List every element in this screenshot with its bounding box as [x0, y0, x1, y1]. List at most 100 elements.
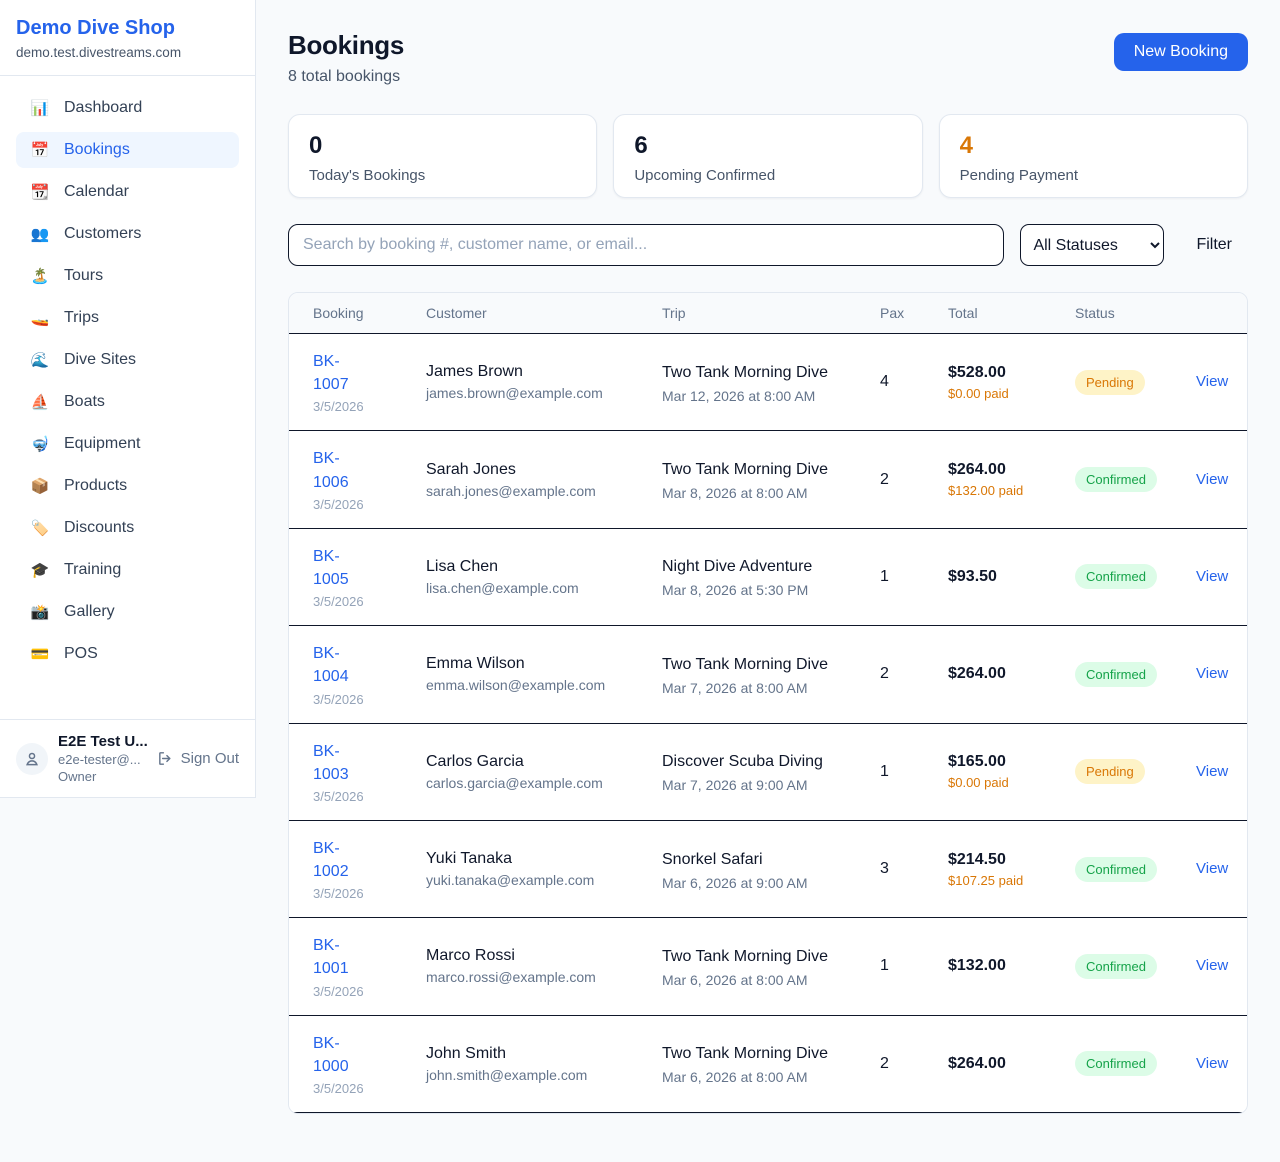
sidebar-item-customers[interactable]: 👥 Customers [16, 216, 239, 252]
customer-email: yuki.tanaka@example.com [426, 872, 595, 889]
sidebar-item-discounts[interactable]: 🏷️ Discounts [16, 510, 239, 546]
stat-value: 0 [309, 132, 323, 159]
avatar [16, 742, 48, 775]
trip-datetime: Mar 8, 2026 at 5:30 PM [662, 582, 809, 599]
customer-email: james.brown@example.com [426, 385, 603, 402]
pax-count: 1 [880, 528, 948, 627]
sidebar-item-products[interactable]: 📦 Products [16, 468, 239, 504]
sidebar-item-icon: 📆 [30, 184, 50, 201]
view-link[interactable]: View [1196, 470, 1229, 488]
sign-out-icon [158, 752, 171, 765]
total-amount: $528.00 [948, 363, 1006, 381]
page-heading-group: Bookings 8 total bookings [288, 30, 404, 86]
view-link[interactable]: View [1196, 860, 1229, 878]
sidebar-item-bookings[interactable]: 📅 Bookings [16, 132, 239, 168]
status-select[interactable]: All Statuses [1020, 224, 1165, 266]
filter-button[interactable]: Filter [1196, 236, 1232, 253]
view-link[interactable]: View [1196, 567, 1229, 585]
sidebar-item-calendar[interactable]: 📆 Calendar [16, 174, 239, 210]
view-link[interactable]: View [1196, 373, 1229, 391]
sidebar-item-label: Calendar [64, 183, 129, 200]
sidebar-item-equipment[interactable]: 🤿 Equipment [16, 426, 239, 462]
sidebar-item-label: Customers [64, 225, 142, 242]
search-input[interactable] [288, 224, 1005, 266]
view-link[interactable]: View [1196, 1054, 1229, 1072]
sidebar-item-icon: ⛵ [30, 394, 50, 411]
trip-datetime: Mar 6, 2026 at 9:00 AM [662, 874, 808, 891]
sidebar-item-trips[interactable]: 🚤 Trips [16, 300, 239, 336]
total-amount: $214.50 [948, 850, 1006, 868]
sidebar-item-icon: 🏝️ [30, 268, 50, 285]
sidebar-item-tours[interactable]: 🏝️ Tours [16, 258, 239, 294]
page-header: Bookings 8 total bookings New Booking [288, 30, 1248, 86]
booking-id-link[interactable]: BK-1002 [313, 839, 349, 881]
view-link[interactable]: View [1196, 762, 1229, 780]
sidebar-item-label: Products [64, 477, 128, 494]
customer-email: lisa.chen@example.com [426, 579, 579, 596]
sidebar-item-boats[interactable]: ⛵ Boats [16, 384, 239, 420]
pax-count: 2 [880, 625, 948, 724]
booking-date: 3/5/2026 [313, 1081, 364, 1096]
user-email: e2e-tester@... [58, 752, 141, 767]
filter-row: All Statuses Filter [288, 224, 1248, 266]
table-row: BK-1005 3/5/2026 Lisa Chen lisa.chen@exa… [289, 528, 1247, 627]
sidebar-item-icon: 🌊 [30, 352, 50, 369]
customer-name: Emma Wilson [426, 655, 525, 673]
sidebar-item-icon: 🤿 [30, 436, 50, 453]
trip-name: Discover Scuba Diving [662, 753, 823, 771]
sign-out-button[interactable]: Sign Out [157, 750, 239, 767]
user-meta: E2E Test U... e2e-tester@... Owner [58, 733, 148, 784]
user-name: E2E Test U... [58, 733, 148, 750]
booking-id-link[interactable]: BK-1001 [313, 937, 349, 978]
booking-id-link[interactable]: BK-1006 [313, 450, 349, 491]
sidebar-item-icon: 📦 [30, 478, 50, 495]
user-avatar-icon [26, 752, 38, 765]
paid-amount: $0.00 paid [948, 385, 1009, 401]
trip-datetime: Mar 7, 2026 at 8:00 AM [662, 679, 808, 696]
customer-name: Yuki Tanaka [426, 850, 512, 868]
col-header-trip: Trip [662, 293, 880, 334]
sidebar-item-label: Dashboard [64, 99, 143, 116]
sidebar-item-dashboard[interactable]: 📊 Dashboard [16, 90, 239, 126]
sidebar-item-icon: 📅 [30, 142, 50, 159]
trip-name: Two Tank Morning Dive [662, 947, 828, 965]
col-header-customer: Customer [426, 293, 662, 334]
trip-datetime: Mar 8, 2026 at 8:00 AM [662, 485, 808, 502]
booking-id-link[interactable]: BK-1007 [313, 353, 349, 394]
view-link[interactable]: View [1196, 957, 1229, 975]
booking-date: 3/5/2026 [313, 594, 364, 610]
new-booking-button[interactable]: New Booking [1113, 33, 1248, 71]
sign-out-label: Sign Out [180, 750, 239, 767]
shop-domain: demo.test.divestreams.com [16, 45, 182, 60]
paid-amount: $0.00 paid [948, 775, 1009, 791]
sidebar-item-icon: 🚤 [30, 310, 50, 327]
stat-value: 6 [634, 132, 648, 159]
pax-count: 2 [880, 430, 948, 529]
status-badge: Pending [1075, 759, 1145, 785]
pax-count: 4 [880, 333, 948, 432]
total-amount: $132.00 [948, 957, 1006, 975]
total-amount: $264.00 [948, 665, 1006, 683]
booking-id-link[interactable]: BK-1004 [313, 645, 349, 686]
sidebar-item-icon: 📊 [30, 100, 50, 117]
trip-name: Two Tank Morning Dive [662, 363, 828, 381]
booking-id-link[interactable]: BK-1000 [313, 1034, 349, 1075]
booking-date: 3/5/2026 [313, 788, 364, 804]
booking-id-link[interactable]: BK-1005 [313, 547, 349, 588]
customer-email: marco.rossi@example.com [426, 969, 596, 986]
view-link[interactable]: View [1196, 665, 1229, 683]
pax-count: 1 [880, 723, 948, 821]
table-header: Booking Customer Trip Pax Total Status [289, 293, 1247, 334]
sidebar-item-training[interactable]: 🎓 Training [16, 552, 239, 588]
sidebar-item-gallery[interactable]: 📸 Gallery [16, 594, 239, 630]
customer-email: emma.wilson@example.com [426, 677, 606, 694]
customer-name: Sarah Jones [426, 460, 516, 478]
sidebar: Demo Dive Shop demo.test.divestreams.com… [0, 0, 256, 798]
sidebar-item-dive-sites[interactable]: 🌊 Dive Sites [16, 342, 239, 378]
stat-card: 4 Pending Payment [938, 114, 1248, 198]
table-row: BK-1007 3/5/2026 James Brown james.brown… [289, 333, 1247, 432]
booking-id-link[interactable]: BK-1003 [313, 742, 349, 783]
sidebar-item-pos[interactable]: 💳 POS [16, 636, 239, 672]
shop-logo-link[interactable]: Demo Dive Shop demo.test.divestreams.com [0, 0, 255, 76]
